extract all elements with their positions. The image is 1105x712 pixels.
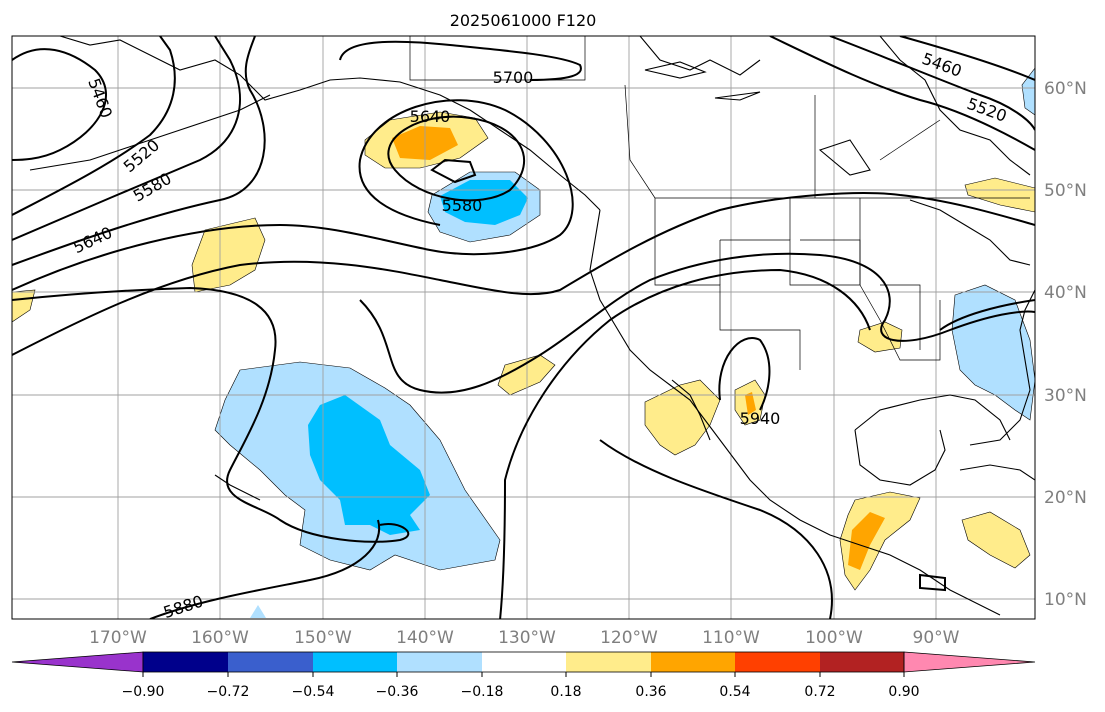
lon-tick-label: 120°W [600,628,658,648]
lat-tick-label: 10°N [1044,590,1087,610]
colorbar-tick-label: −0.72 [207,684,250,700]
colorbar-tick-label: −0.54 [292,684,335,700]
shade-yellow-baja [644,379,721,456]
shade-light-blue-east [951,284,1035,421]
contour-label: 5580 [442,196,483,215]
contour-label: 5640 [410,107,451,126]
shade-yellow-west [191,217,266,293]
colorbar-tick-labels: −0.90 −0.72 −0.54 −0.36 −0.18 0.18 0.36 … [122,684,920,700]
lon-tick-label: 140°W [396,628,454,648]
lon-tick-label: 160°W [191,628,249,648]
colorbar-segment [566,652,651,672]
lat-ticks: 60°N 50°N 40°N 30°N 20°N 10°N [1044,79,1087,610]
lat-tick-label: 60°N [1044,79,1087,99]
colorbar-tick-label: −0.36 [376,684,419,700]
colorbar-tick-label: 0.90 [888,684,919,700]
map-title: 2025061000 F120 [450,11,597,30]
colorbar-segment [397,652,482,672]
lon-ticks: 170°W 160°W 150°W 140°W 130°W 120°W 110°… [89,628,960,648]
colorbar-ticks [142,672,905,677]
lon-tick-label: 100°W [805,628,863,648]
lat-tick-label: 40°N [1044,283,1087,303]
colorbar-tick-label: 0.36 [635,684,666,700]
colorbar-tick-label: 0.72 [804,684,835,700]
lat-tick-label: 50°N [1044,181,1087,201]
shade-yellow-canada [964,177,1035,213]
lon-tick-label: 90°W [913,628,960,648]
shade-orange-mexico [745,392,756,415]
lon-tick-label: 130°W [498,628,556,648]
contour-label: 5700 [493,68,534,87]
shade-light-blue-south [250,605,266,618]
lon-tick-label: 170°W [89,628,147,648]
lat-tick-label: 30°N [1044,386,1087,406]
map-frame [11,35,1036,620]
shade-blue-gulf [440,180,528,225]
grid-lines [12,36,1035,619]
colorbar-segment [820,652,904,672]
lat-tick-label: 20°N [1044,488,1087,508]
colorbar-segment [482,652,566,672]
colorbar-tick-label: 0.54 [719,684,750,700]
colorbar-segment [735,652,820,672]
map-area: 5460 5520 5580 5640 5700 5640 5580 5460 … [12,36,1035,619]
coastlines [29,36,1035,616]
colorbar-segment [651,652,735,672]
colorbar-segment [143,652,228,672]
colorbar [11,651,1036,673]
height-contours [12,36,1035,619]
shade-orange-central-america [848,512,885,570]
colorbar-tick-label: 0.18 [550,684,581,700]
state-borders [409,36,1030,370]
colorbar-low-extension [11,651,144,673]
colorbar-segment [313,652,397,672]
colorbar-high-extension [903,651,1036,673]
colorbar-tick-label: −0.18 [461,684,504,700]
colorbar-segment [228,652,313,672]
colorbar-tick-label: −0.90 [122,684,165,700]
anomaly-shading [12,67,1035,618]
contour-label: 5940 [740,409,781,428]
shade-blue-pacific [308,395,430,535]
lon-tick-label: 110°W [702,628,760,648]
lon-tick-label: 150°W [294,628,352,648]
shade-light-blue-topright [1021,67,1035,116]
shade-yellow-caribbean [961,511,1031,569]
